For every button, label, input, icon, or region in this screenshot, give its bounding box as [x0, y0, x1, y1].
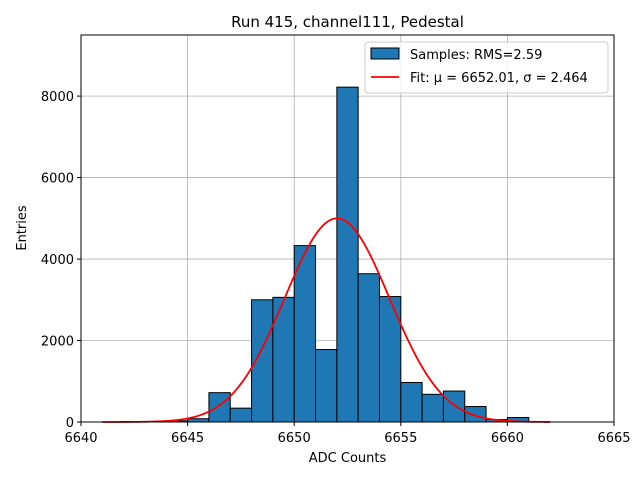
- y-tick-label: 8000: [41, 90, 74, 105]
- histogram-bars: [165, 86, 530, 423]
- chart-title: Run 415, channel111, Pedestal: [231, 13, 464, 31]
- x-tick-label: 6645: [171, 431, 204, 446]
- histogram-bar: [421, 393, 444, 423]
- histogram-bar: [357, 273, 380, 423]
- x-tick-label: 6650: [278, 431, 311, 446]
- histogram-bar: [293, 245, 317, 423]
- y-axis: 0 2000 4000 6000 8000: [41, 90, 81, 431]
- histogram-bar: [315, 348, 338, 423]
- x-tick-label: 6640: [64, 431, 97, 446]
- x-tick-label: 6655: [384, 431, 417, 446]
- histogram-bar: [208, 392, 231, 423]
- legend-label-samples: Samples: RMS=2.59: [410, 48, 542, 63]
- y-tick-label: 0: [66, 416, 74, 431]
- gaussian-fit-curve: [102, 217, 551, 423]
- legend: Samples: RMS=2.59 Fit: μ = 6652.01, σ = …: [364, 41, 609, 94]
- histogram-bar: [229, 407, 253, 423]
- fit-curve-layer: [102, 217, 551, 423]
- histogram-bar: [442, 390, 466, 423]
- x-axis-label: ADC Counts: [309, 451, 387, 466]
- plot-frame: [80, 34, 615, 423]
- histogram-bar: [464, 406, 487, 423]
- x-axis: 6640 6645 6650 6655 6660 6665: [64, 422, 631, 446]
- y-tick-label: 2000: [41, 335, 74, 350]
- legend-swatch-samples: [370, 47, 400, 60]
- y-axis-label: Entries: [15, 205, 30, 251]
- x-tick-label: 6665: [597, 431, 630, 446]
- legend-label-fit: Fit: μ = 6652.01, σ = 2.464: [410, 71, 588, 86]
- y-tick-label: 4000: [41, 253, 74, 268]
- histogram-bar: [336, 86, 359, 423]
- legend-box: [364, 41, 609, 94]
- histogram-bar: [400, 381, 423, 423]
- y-tick-label: 6000: [41, 172, 74, 187]
- x-tick-label: 6660: [491, 431, 524, 446]
